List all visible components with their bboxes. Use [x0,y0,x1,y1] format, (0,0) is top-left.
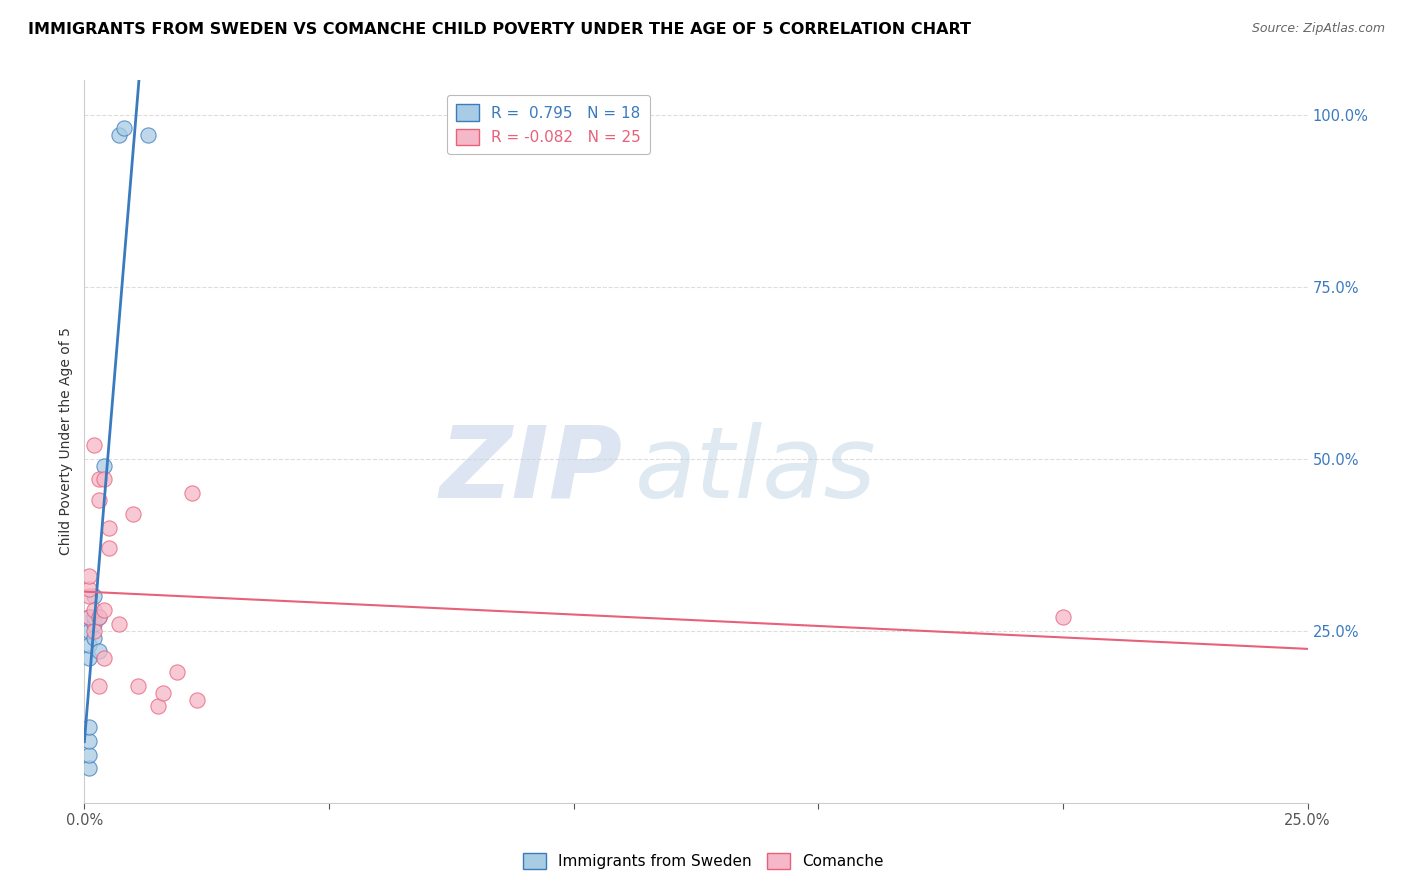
Point [77,720,100,734]
Point [77,624,100,638]
Point [83,438,105,452]
Text: atlas: atlas [636,422,876,519]
Point [127,679,149,693]
Point [97,541,120,556]
Point [77,747,100,762]
Point [87,679,110,693]
Point [77,590,100,604]
Point [83,631,105,645]
Point [122,507,145,521]
Point [77,761,100,775]
Point [146,699,169,714]
Text: Source: ZipAtlas.com: Source: ZipAtlas.com [1251,22,1385,36]
Point [93,651,115,665]
Point [83,624,105,638]
Text: IMMIGRANTS FROM SWEDEN VS COMANCHE CHILD POVERTY UNDER THE AGE OF 5 CORRELATION : IMMIGRANTS FROM SWEDEN VS COMANCHE CHILD… [28,22,972,37]
Legend: Immigrants from Sweden, Comanche: Immigrants from Sweden, Comanche [516,847,890,875]
Point [87,472,110,486]
Point [87,644,110,658]
Point [97,520,120,534]
Point [77,582,100,597]
Point [77,638,100,652]
Point [77,734,100,748]
Point [93,458,115,473]
Text: ZIP: ZIP [440,422,623,519]
Point [83,616,105,631]
Point [93,472,115,486]
Point [87,493,110,508]
Point [107,616,129,631]
Point [152,686,174,700]
Legend: R =  0.795   N = 18, R = -0.082   N = 25: R = 0.795 N = 18, R = -0.082 N = 25 [447,95,650,154]
Point [83,590,105,604]
Point [186,692,208,706]
Point [112,121,135,136]
Point [77,610,100,624]
Point [83,610,105,624]
Point [166,665,188,679]
Point [87,610,110,624]
Point [136,128,159,143]
Point [77,610,100,624]
Point [77,568,100,582]
Point [181,486,204,500]
Point [107,128,129,143]
Point [83,603,105,617]
Point [77,651,100,665]
Point [87,610,110,624]
Point [1052,610,1074,624]
Y-axis label: Child Poverty Under the Age of 5: Child Poverty Under the Age of 5 [59,327,73,556]
Point [93,603,115,617]
